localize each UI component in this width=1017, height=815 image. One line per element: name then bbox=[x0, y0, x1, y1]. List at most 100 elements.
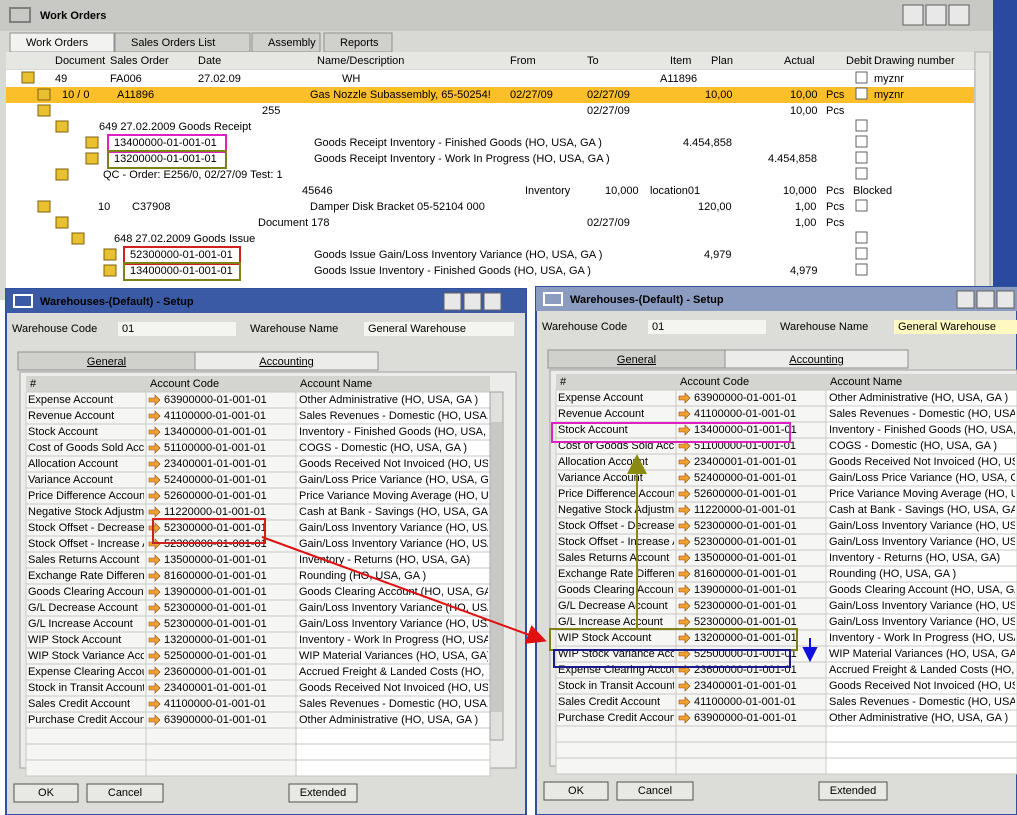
link-arrow[interactable] bbox=[678, 408, 691, 420]
link-arrow[interactable] bbox=[148, 586, 161, 598]
window-button[interactable] bbox=[443, 292, 462, 311]
checkbox[interactable] bbox=[855, 231, 868, 244]
tab-label: Assembly bbox=[268, 37, 316, 49]
checkbox[interactable] bbox=[855, 263, 868, 276]
grid-cell: FA006 bbox=[110, 73, 142, 85]
tab[interactable] bbox=[724, 349, 909, 369]
checkbox[interactable] bbox=[855, 119, 868, 132]
link-arrow[interactable] bbox=[678, 440, 691, 452]
button[interactable] bbox=[86, 783, 164, 803]
link-arrow[interactable] bbox=[678, 392, 691, 404]
checkbox[interactable] bbox=[855, 71, 868, 84]
link-arrow[interactable] bbox=[678, 648, 691, 660]
account-type: Negative Stock Adjustment Account bbox=[558, 504, 732, 516]
link-arrow[interactable] bbox=[678, 568, 691, 580]
link-arrow[interactable] bbox=[678, 520, 691, 532]
button[interactable] bbox=[543, 781, 609, 801]
grid-cell: Document 178 bbox=[258, 217, 330, 229]
account-name: Gain/Loss Inventory Variance (HO, USA, G… bbox=[829, 600, 1017, 612]
account-type: Purchase Credit Account bbox=[558, 712, 679, 724]
grid-cell: 10,00 bbox=[705, 89, 733, 101]
checkbox[interactable] bbox=[855, 247, 868, 260]
account-type: Expense Account bbox=[558, 392, 643, 404]
grid-cell: 4,979 bbox=[704, 249, 732, 261]
link-arrow[interactable] bbox=[678, 552, 691, 564]
checkbox[interactable] bbox=[855, 135, 868, 148]
link-arrow[interactable] bbox=[148, 506, 161, 518]
grid-body bbox=[6, 70, 974, 300]
app-icon bbox=[13, 294, 33, 308]
account-code: 23600000-01-001-01 bbox=[164, 666, 267, 678]
link-arrow[interactable] bbox=[678, 456, 691, 468]
checkbox[interactable] bbox=[855, 167, 868, 180]
field-value: 01 bbox=[122, 323, 134, 335]
link-arrow[interactable] bbox=[678, 600, 691, 612]
account-type: Exchange Rate Differences Account bbox=[28, 570, 204, 582]
tab-label: Reports bbox=[340, 37, 379, 49]
window-button[interactable] bbox=[996, 290, 1015, 309]
grid-cell: 10,00 bbox=[790, 105, 818, 117]
link-arrow[interactable] bbox=[148, 442, 161, 454]
link-arrow[interactable] bbox=[148, 554, 161, 566]
link-arrow[interactable] bbox=[678, 424, 691, 436]
link-arrow[interactable] bbox=[148, 410, 161, 422]
link-arrow[interactable] bbox=[148, 682, 161, 694]
link-arrow[interactable] bbox=[148, 714, 161, 726]
link-arrow[interactable] bbox=[148, 618, 161, 630]
link-arrow[interactable] bbox=[148, 490, 161, 502]
window-button[interactable] bbox=[925, 4, 947, 26]
window-button[interactable] bbox=[902, 4, 924, 26]
grid-cell: QC - Order: E256/0, 02/27/09 Test: 1 bbox=[103, 169, 283, 181]
link-arrow[interactable] bbox=[148, 698, 161, 710]
account-name: Inventory - Work In Progress (HO, USA, G… bbox=[829, 632, 1017, 644]
account-name: Gain/Loss Price Variance (HO, USA, GA ) bbox=[299, 474, 502, 486]
grid-cell: Goods Receipt Inventory - Finished Goods… bbox=[314, 137, 602, 149]
account-type: Expense Account bbox=[28, 394, 113, 406]
link-arrow[interactable] bbox=[678, 680, 691, 692]
link-arrow[interactable] bbox=[148, 602, 161, 614]
window-button[interactable] bbox=[976, 290, 995, 309]
checkbox[interactable] bbox=[855, 151, 868, 164]
button[interactable] bbox=[616, 781, 694, 801]
link-arrow[interactable] bbox=[148, 522, 161, 534]
link-arrow[interactable] bbox=[148, 474, 161, 486]
link-arrow[interactable] bbox=[678, 584, 691, 596]
tab[interactable] bbox=[194, 351, 379, 371]
checkbox[interactable] bbox=[855, 87, 868, 100]
grid-cell: Pcs bbox=[826, 217, 845, 229]
link-arrow[interactable] bbox=[678, 488, 691, 500]
account-name: Goods Clearing Account (HO, USA, GA) bbox=[299, 586, 495, 598]
link-arrow[interactable] bbox=[678, 472, 691, 484]
button[interactable] bbox=[818, 781, 888, 801]
window-button[interactable] bbox=[956, 290, 975, 309]
link-arrow[interactable] bbox=[148, 394, 161, 406]
link-arrow[interactable] bbox=[148, 634, 161, 646]
button[interactable] bbox=[288, 783, 358, 803]
account-type: Allocation Account bbox=[558, 456, 648, 468]
button[interactable] bbox=[13, 783, 79, 803]
account-name: Inventory - Finished Goods (HO, USA, GA) bbox=[299, 426, 509, 438]
window-button[interactable] bbox=[483, 292, 502, 311]
account-code: 63900000-01-001-01 bbox=[164, 714, 267, 726]
link-arrow[interactable] bbox=[678, 536, 691, 548]
checkbox[interactable] bbox=[855, 199, 868, 212]
link-arrow[interactable] bbox=[678, 712, 691, 724]
link-arrow[interactable] bbox=[678, 632, 691, 644]
work-orders-window: Work Orders Work Orders Sales Orders List A… bbox=[0, 0, 1017, 301]
account-type: Variance Account bbox=[558, 472, 643, 484]
grid-cell-bg bbox=[675, 725, 827, 743]
window-button[interactable] bbox=[463, 292, 482, 311]
link-arrow[interactable] bbox=[148, 650, 161, 662]
window-button[interactable] bbox=[948, 4, 970, 26]
link-arrow[interactable] bbox=[148, 570, 161, 582]
link-arrow[interactable] bbox=[148, 666, 161, 678]
link-arrow[interactable] bbox=[678, 504, 691, 516]
link-arrow[interactable] bbox=[678, 696, 691, 708]
link-arrow[interactable] bbox=[148, 458, 161, 470]
link-arrow[interactable] bbox=[148, 426, 161, 438]
tab-label: Accounting bbox=[259, 356, 313, 368]
column-header: Actual bbox=[784, 55, 815, 67]
link-arrow[interactable] bbox=[678, 616, 691, 628]
grid-cell: Damper Disk Bracket 05-52104 000 bbox=[310, 201, 485, 213]
account-code: 13900000-01-001-01 bbox=[694, 584, 797, 596]
